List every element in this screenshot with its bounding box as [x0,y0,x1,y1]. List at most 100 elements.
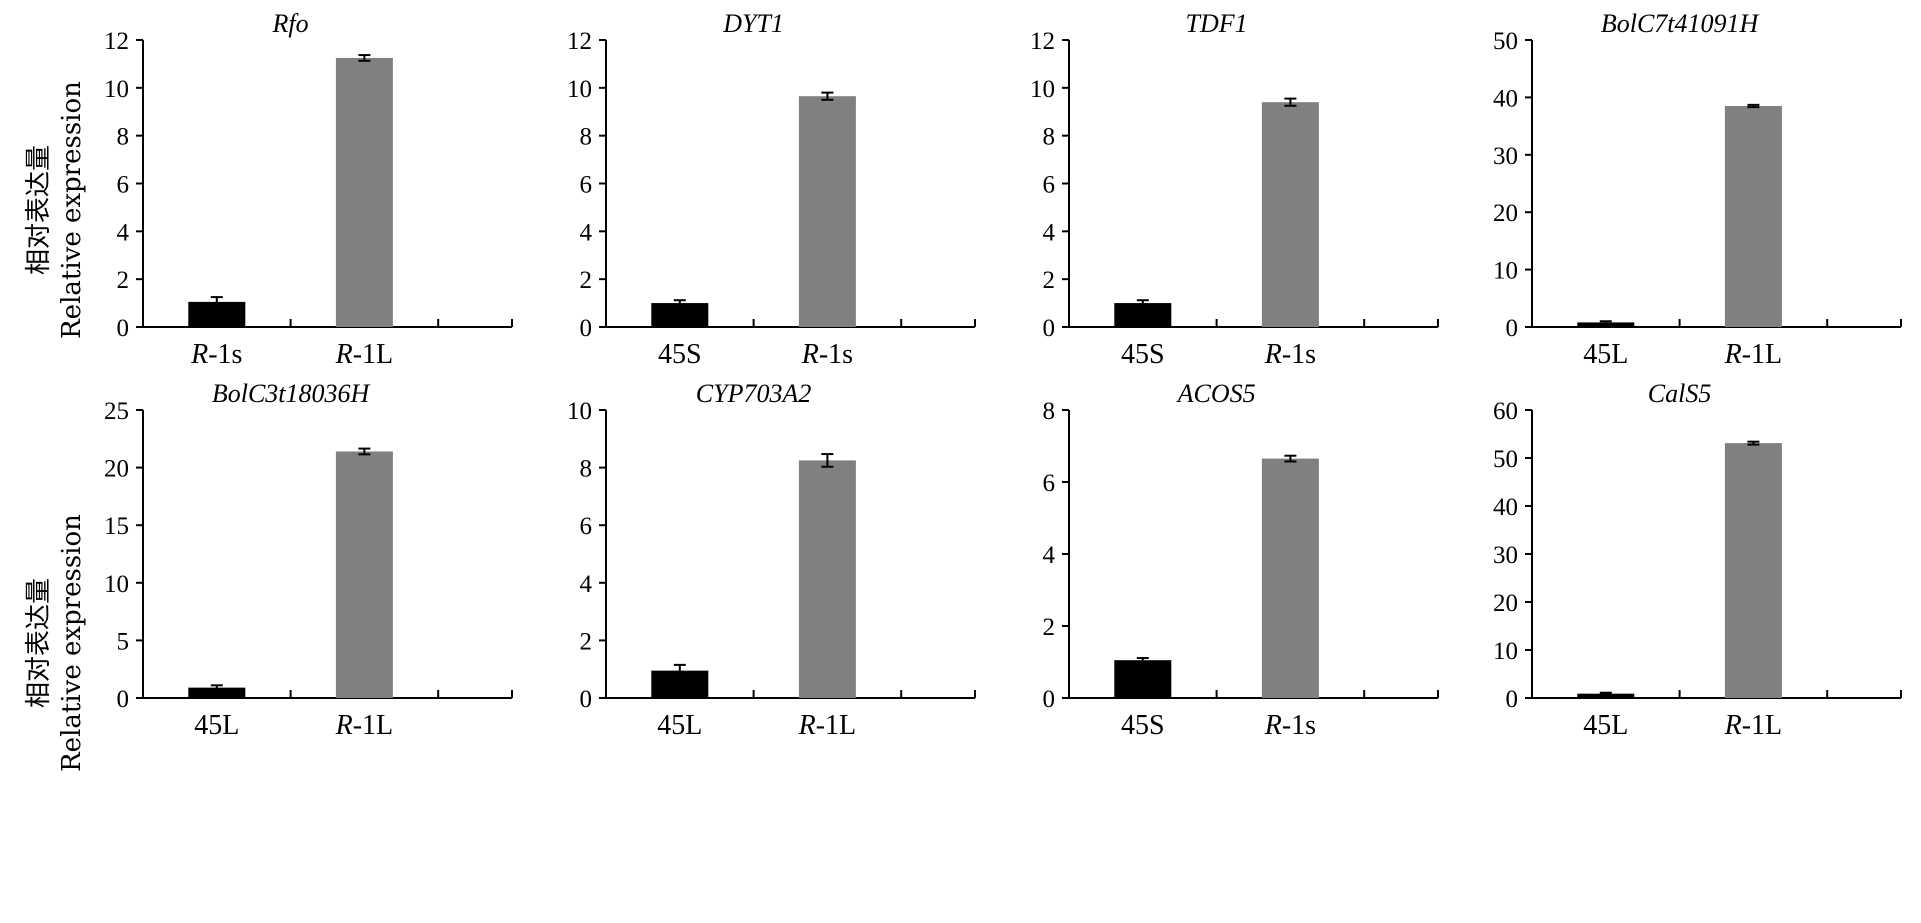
y-tick-label: 6 [580,513,593,540]
y-tick-label: 0 [1043,315,1056,342]
category-label: 45S [658,339,702,370]
y-tick-label: 8 [1043,124,1056,151]
y-tick-label: 6 [1043,172,1056,199]
y-tick-label: 20 [104,456,129,483]
y-tick-label: 20 [1493,590,1518,617]
category-label: R-1s [801,339,853,370]
y-tick-label: 8 [1043,398,1056,425]
y-tick-label: 6 [1043,470,1056,497]
y-axis-label-row-1: 相对表达量 Relative expression [24,81,87,339]
y-tick-label: 4 [1043,219,1056,246]
category-label: R-1L [1724,710,1783,741]
y-tick-label: 50 [1493,446,1518,473]
category-label: 45L [1583,710,1628,741]
chart-title: TDF1 [1186,9,1248,38]
bar [335,451,393,698]
y-tick-label: 30 [1493,143,1518,170]
y-tick-label: 0 [117,315,130,342]
bar [188,687,246,698]
y-tick-label: 25 [104,398,129,425]
chart-panel-2: DYT1 0 2 4 6 8 10 12 45S R-1s [567,9,976,370]
y-tick-label: 40 [1493,85,1518,112]
y-tick-label: 12 [567,28,592,55]
category-label: R-1s [1264,710,1316,741]
y-tick-label: 0 [117,686,130,713]
y-tick-label: 4 [580,571,593,598]
y-tick-label: 10 [1493,258,1518,285]
y-tick-label: 2 [117,267,130,294]
y-axis-label-en: Relative expression [57,81,87,339]
category-label: R-1L [335,710,394,741]
chart-title: Rfo [272,9,309,38]
y-tick-label: 0 [1506,686,1519,713]
category-label: 45L [194,710,239,741]
y-tick-label: 15 [104,513,129,540]
y-tick-label: 12 [1030,28,1055,55]
y-tick-label: 8 [580,456,593,483]
y-tick-label: 0 [580,315,593,342]
category-label: 45L [657,710,702,741]
bar [798,460,856,698]
y-tick-label: 4 [580,219,593,246]
chart-panel-5: BolC3t18036H 0 5 10 15 20 25 45L R-1L [104,379,513,741]
bar [1261,458,1319,698]
y-tick-label: 50 [1493,28,1518,55]
y-axis-label-cn: 相对表达量 [24,145,54,275]
chart-panel-6: CYP703A2 0 2 4 6 8 10 45L R-1L [567,379,976,741]
chart-panel-7: ACOS5 0 2 4 6 8 45S R-1s [1043,379,1439,741]
category-label: 45L [1583,339,1628,370]
category-label: R-1L [1724,339,1783,370]
chart-panel-3: TDF1 0 2 4 6 8 10 12 45S R-1s [1030,9,1439,370]
chart-title: BolC7t41091H [1601,9,1760,38]
y-tick-label: 4 [1043,542,1056,569]
y-tick-label: 2 [1043,267,1056,294]
y-tick-label: 10 [1493,638,1518,665]
category-label: 45S [1121,339,1165,370]
y-tick-label: 0 [580,686,593,713]
y-tick-label: 8 [580,124,593,151]
y-axis-label-en: Relative expression [57,514,87,772]
bar [1261,102,1319,327]
y-tick-label: 10 [1030,76,1055,103]
chart-panel-8: CalS5 0 10 20 30 40 50 60 45L R-1L [1493,379,1902,741]
chart-title: CYP703A2 [696,379,812,408]
category-label: R-1s [1264,339,1316,370]
category-label: 45S [1121,710,1165,741]
bar [1114,660,1172,698]
y-tick-label: 20 [1493,200,1518,227]
y-tick-label: 10 [567,76,592,103]
y-tick-label: 10 [104,76,129,103]
y-axis-label-row-2: 相对表达量 Relative expression [24,514,87,772]
y-tick-label: 6 [580,172,593,199]
y-tick-label: 2 [580,267,593,294]
y-tick-label: 40 [1493,494,1518,521]
y-axis-label-cn: 相对表达量 [24,578,54,708]
bar [1724,106,1782,327]
chart-title: CalS5 [1648,379,1712,408]
chart-panel-4: BolC7t41091H 0 10 20 30 40 50 45L R-1L [1493,9,1902,370]
category-label: R-1s [190,339,242,370]
chart-title: ACOS5 [1176,379,1256,408]
y-tick-label: 8 [117,124,130,151]
bar [1724,443,1782,698]
bar [1577,322,1635,327]
chart-panels: Rfo 0 2 4 6 8 10 12 R-1s R-1L DYT1 0 2 4 6 8 10 12 45S R-1s… [104,9,1902,741]
y-tick-label: 4 [117,219,130,246]
y-tick-label: 0 [1043,686,1056,713]
y-tick-label: 60 [1493,398,1518,425]
y-tick-label: 30 [1493,542,1518,569]
chart-panel-1: Rfo 0 2 4 6 8 10 12 R-1s R-1L [104,9,513,370]
y-tick-label: 5 [117,628,130,655]
bar [651,303,709,327]
y-tick-label: 12 [104,28,129,55]
y-tick-label: 0 [1506,315,1519,342]
category-label: R-1L [335,339,394,370]
y-tick-label: 2 [580,628,593,655]
y-tick-label: 6 [117,172,130,199]
y-tick-label: 10 [567,398,592,425]
y-tick-label: 2 [1043,614,1056,641]
bar [798,96,856,328]
y-tick-label: 10 [104,571,129,598]
bar [1114,303,1172,327]
